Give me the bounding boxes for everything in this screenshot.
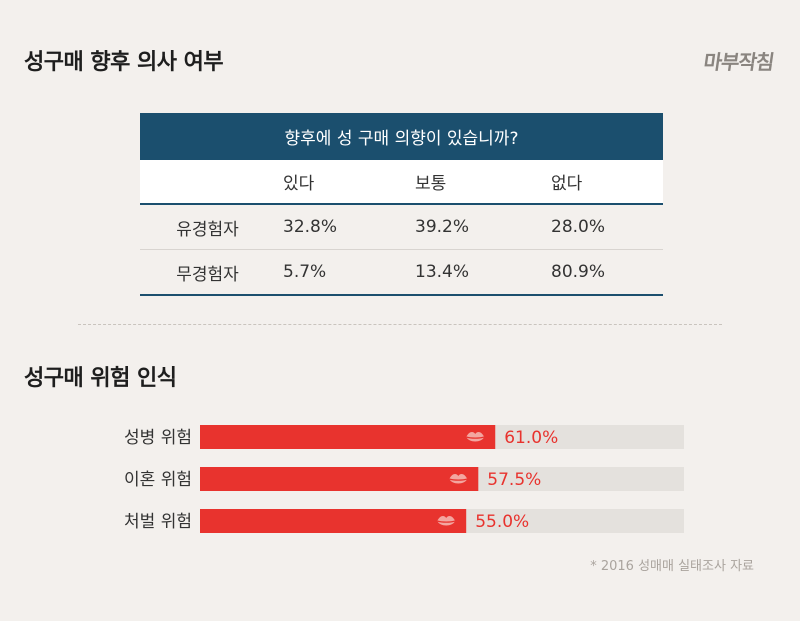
row-label-inexperienced: 무경험자 bbox=[140, 249, 275, 296]
table-corner-cell bbox=[140, 160, 275, 205]
table-cell: 32.8% bbox=[275, 204, 407, 250]
column-header-yes: 있다 bbox=[275, 160, 407, 205]
bar-value-label: 61.0% bbox=[504, 428, 558, 448]
survey-table: 향후에 성 구매 의향이 있습니까? 있다 보통 없다 유경험자 32.8% 3… bbox=[140, 113, 663, 296]
column-header-no: 없다 bbox=[543, 160, 663, 205]
table-cell: 80.9% bbox=[543, 249, 663, 296]
section-title-purchase-intent: 성구매 향후 의사 여부 bbox=[24, 50, 224, 75]
table-row: 무경험자 5.7% 13.4% 80.9% bbox=[140, 249, 663, 296]
bar-category-label: 처벌 위험 bbox=[124, 512, 192, 532]
lips-icon bbox=[449, 474, 468, 484]
table-cell: 39.2% bbox=[407, 204, 543, 250]
bar bbox=[200, 425, 496, 449]
section-divider bbox=[78, 324, 722, 325]
source-footnote: * 2016 성매매 실태조사 자료 bbox=[590, 559, 754, 574]
bar-category-label: 이혼 위험 bbox=[124, 470, 192, 490]
bar-category-label: 성병 위험 bbox=[124, 428, 192, 448]
bar-value-label: 55.0% bbox=[475, 512, 529, 532]
table-cell: 5.7% bbox=[275, 249, 407, 296]
lips-icon bbox=[466, 432, 485, 442]
lips-icon bbox=[437, 516, 456, 526]
row-label-experienced: 유경험자 bbox=[140, 204, 275, 250]
bar bbox=[200, 467, 479, 491]
table-cell: 28.0% bbox=[543, 204, 663, 250]
table-question-header: 향후에 성 구매 의향이 있습니까? bbox=[140, 113, 663, 160]
bar-value-label: 57.5% bbox=[487, 470, 541, 490]
table-row: 유경험자 32.8% 39.2% 28.0% bbox=[140, 204, 663, 250]
section-title-risk-perception: 성구매 위험 인식 bbox=[24, 366, 177, 391]
column-header-neutral: 보통 bbox=[407, 160, 543, 205]
table-cell: 13.4% bbox=[407, 249, 543, 296]
bar bbox=[200, 509, 467, 533]
